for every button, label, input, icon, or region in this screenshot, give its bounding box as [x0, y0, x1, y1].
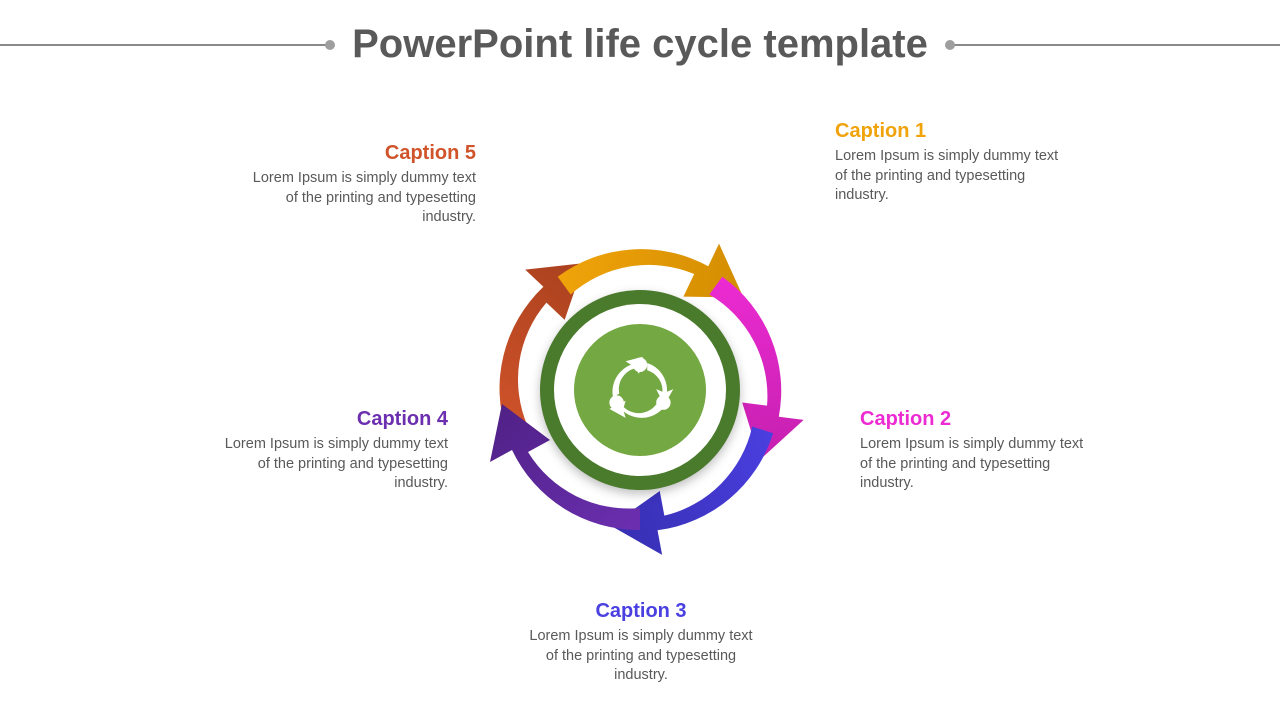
caption-2: Caption 2 Lorem Ipsum is simply dummy te… — [860, 408, 1090, 494]
caption-5-body: Lorem Ipsum is simply dummy text of the … — [246, 169, 476, 228]
cycle-icon — [595, 345, 685, 435]
caption-2-title: Caption 2 — [860, 408, 1090, 431]
caption-2-body: Lorem Ipsum is simply dummy text of the … — [860, 435, 1090, 494]
header-dot-right — [945, 40, 955, 50]
caption-3: Caption 3 Lorem Ipsum is simply dummy te… — [526, 600, 756, 686]
header-rule-right — [950, 44, 1280, 46]
caption-3-title: Caption 3 — [526, 600, 756, 623]
diagram-stage: Caption 1 Lorem Ipsum is simply dummy te… — [0, 60, 1280, 720]
header-rule-left — [0, 44, 330, 46]
hub-outer — [540, 290, 740, 490]
caption-1-body: Lorem Ipsum is simply dummy text of the … — [835, 147, 1065, 206]
caption-4: Caption 4 Lorem Ipsum is simply dummy te… — [218, 408, 448, 494]
header-dot-left — [325, 40, 335, 50]
caption-1-title: Caption 1 — [835, 120, 1065, 143]
caption-1: Caption 1 Lorem Ipsum is simply dummy te… — [835, 120, 1065, 206]
caption-4-title: Caption 4 — [218, 408, 448, 431]
caption-5: Caption 5 Lorem Ipsum is simply dummy te… — [246, 142, 476, 228]
caption-4-body: Lorem Ipsum is simply dummy text of the … — [218, 435, 448, 494]
caption-5-title: Caption 5 — [246, 142, 476, 165]
caption-3-body: Lorem Ipsum is simply dummy text of the … — [526, 627, 756, 686]
hub-core — [574, 324, 706, 456]
